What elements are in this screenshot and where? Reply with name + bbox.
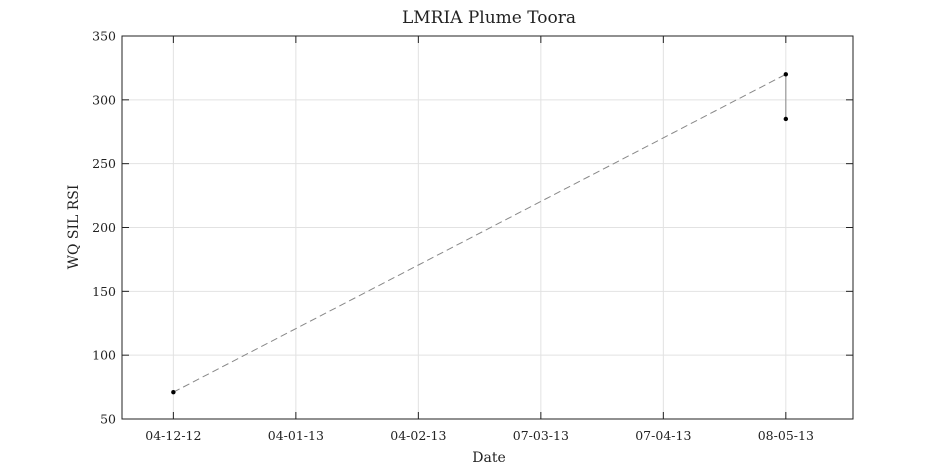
y-tick-label: 100 xyxy=(92,348,116,363)
x-tick-label: 04-12-12 xyxy=(145,428,201,443)
axes: 04-12-12 04-01-13 04-02-13 07-03-13 07-04-13… xyxy=(92,29,854,443)
y-tick-label: 350 xyxy=(92,29,116,44)
data-point xyxy=(783,116,789,122)
x-axis-label: Date xyxy=(472,450,505,466)
series-layer xyxy=(171,72,789,395)
x-tick-label: 08-05-13 xyxy=(758,428,814,443)
y-tick-label: 200 xyxy=(92,220,116,235)
y-tick-label: 250 xyxy=(92,156,116,171)
grid xyxy=(122,35,853,420)
chart-title: LMRIA Plume Toora xyxy=(402,8,576,28)
data-point xyxy=(783,72,789,77)
x-tick-label: 04-01-13 xyxy=(268,428,324,443)
plot-frame xyxy=(121,35,854,420)
y-axis-label: WQ SIL RSI xyxy=(66,185,82,270)
y-tick-label: 50 xyxy=(100,412,116,427)
data-point xyxy=(171,389,176,395)
y-tick-label: 150 xyxy=(92,284,116,299)
y-tick-label: 300 xyxy=(92,92,116,107)
series-line-segment xyxy=(173,73,787,393)
x-tick-label: 04-02-13 xyxy=(390,428,446,443)
x-tick-label: 07-03-13 xyxy=(513,428,569,443)
x-tick-label: 07-04-13 xyxy=(635,428,691,443)
